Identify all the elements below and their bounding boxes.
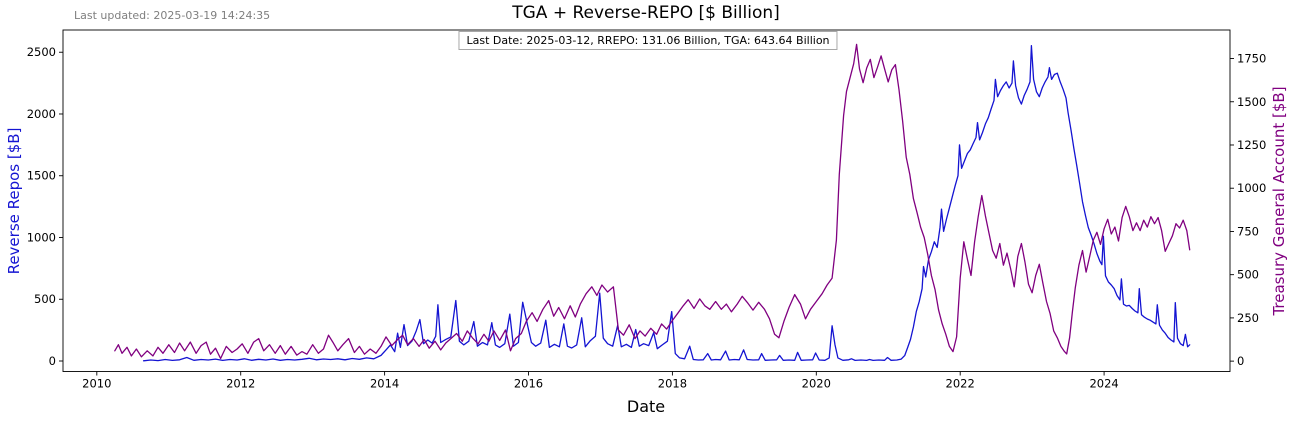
x-axis-label: Date xyxy=(626,397,666,416)
last-date-annotation: Last Date: 2025-03-12, RREPO: 131.06 Bil… xyxy=(458,31,838,50)
tga-line xyxy=(114,43,1191,360)
x-tick-label: 2018 xyxy=(658,377,687,391)
x-tick-label: 2012 xyxy=(226,377,255,391)
x-tick-label: 2016 xyxy=(514,377,543,391)
chart-title: TGA + Reverse-REPO [$ Billion] xyxy=(512,3,780,23)
right-tick-label: 1500 xyxy=(1237,95,1266,109)
last-updated-text: Last updated: 2025-03-19 14:24:35 xyxy=(74,9,271,22)
right-tick-label: 500 xyxy=(1237,268,1259,282)
left-tick-label: 2500 xyxy=(27,45,56,59)
right-tick-label: 0 xyxy=(1237,354,1244,368)
plot-border xyxy=(62,29,1231,372)
left-tick-label: 2000 xyxy=(27,107,56,121)
right-tick-label: 750 xyxy=(1237,224,1259,238)
left-tick-label: 500 xyxy=(34,292,56,306)
left-tick-label: 0 xyxy=(49,354,56,368)
x-tick-label: 2024 xyxy=(1089,377,1118,391)
left-axis-label: Reverse Repos [$B] xyxy=(5,127,23,275)
right-tick-label: 1750 xyxy=(1237,52,1266,66)
right-axis-label: Treasury General Account [$B] xyxy=(1270,86,1288,316)
x-tick-label: 2022 xyxy=(946,377,975,391)
rrepo-line xyxy=(142,45,1191,362)
left-tick-label: 1500 xyxy=(27,169,56,183)
x-tick-label: 2014 xyxy=(370,377,399,391)
right-tick-label: 1000 xyxy=(1237,181,1266,195)
x-tick-label: 2020 xyxy=(802,377,831,391)
left-tick-label: 1000 xyxy=(27,230,56,244)
x-tick-label: 2010 xyxy=(82,377,111,391)
right-tick-label: 1250 xyxy=(1237,138,1266,152)
right-tick-label: 250 xyxy=(1237,311,1259,325)
